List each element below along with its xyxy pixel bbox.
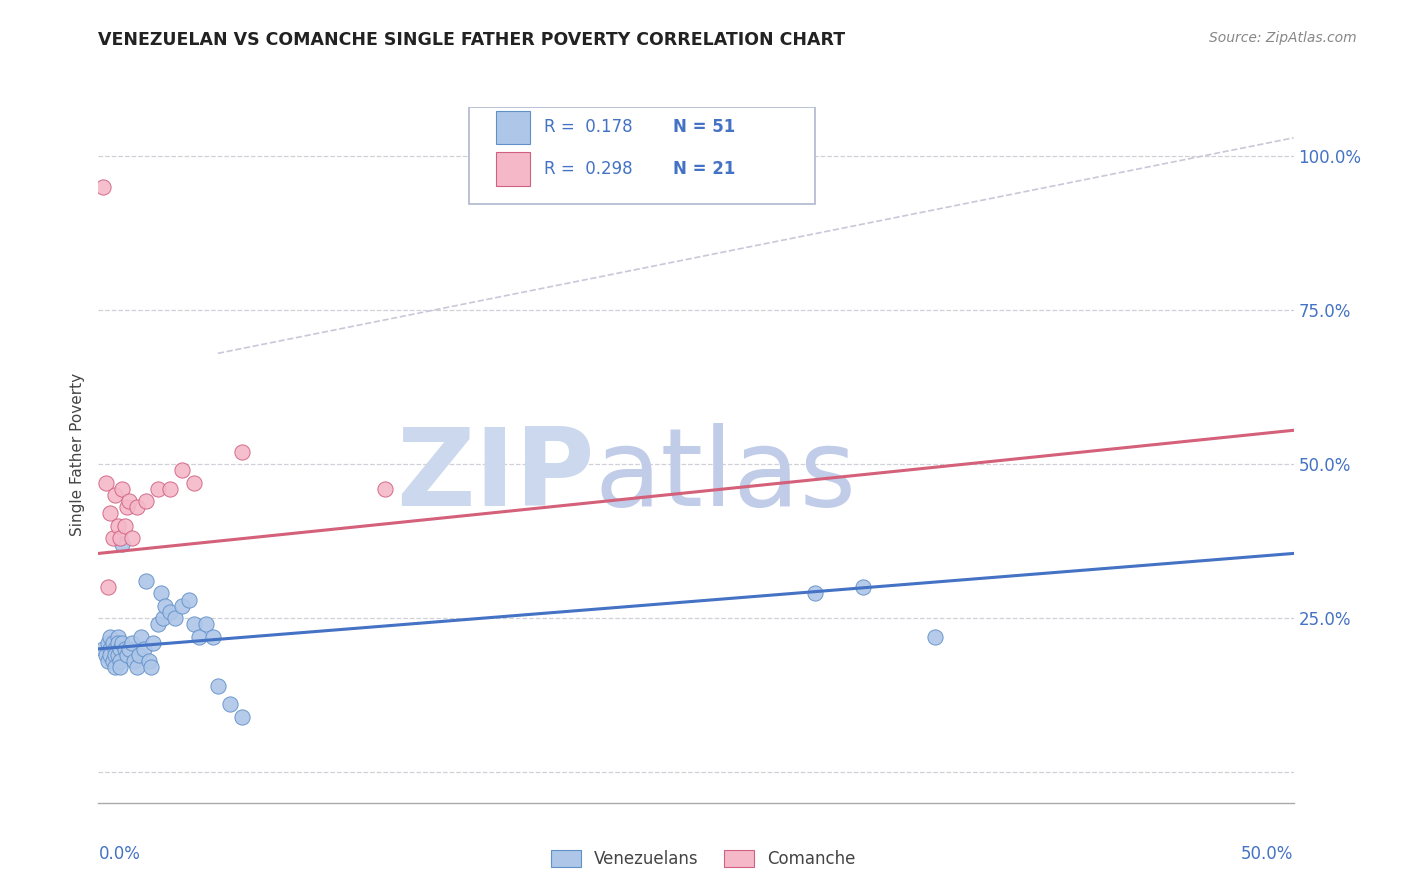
Point xyxy=(187,630,209,644)
Point xyxy=(149,586,172,600)
Point xyxy=(124,654,146,668)
Bar xyxy=(496,111,530,144)
Point xyxy=(374,482,396,496)
Point xyxy=(97,636,120,650)
Text: 50.0%: 50.0% xyxy=(1241,845,1294,863)
Point xyxy=(101,531,124,545)
Point xyxy=(163,611,186,625)
Point xyxy=(159,605,181,619)
Text: R =  0.178: R = 0.178 xyxy=(544,119,633,136)
Point xyxy=(107,518,129,533)
Point xyxy=(142,636,165,650)
Point xyxy=(852,580,875,594)
Point xyxy=(104,648,127,662)
Point xyxy=(121,636,143,650)
Point xyxy=(115,648,138,662)
Point xyxy=(108,641,131,656)
Point xyxy=(121,531,143,545)
Point xyxy=(183,475,205,490)
Point xyxy=(183,617,205,632)
Text: Source: ZipAtlas.com: Source: ZipAtlas.com xyxy=(1209,31,1357,45)
Point xyxy=(104,641,127,656)
Point xyxy=(98,648,122,662)
Point xyxy=(111,482,134,496)
Point xyxy=(94,648,117,662)
Point xyxy=(159,482,181,496)
Point xyxy=(101,636,124,650)
Text: ZIP: ZIP xyxy=(396,423,595,529)
Point xyxy=(179,592,201,607)
Point xyxy=(104,660,127,674)
Point xyxy=(98,630,122,644)
Point xyxy=(924,630,946,644)
Point xyxy=(219,698,242,712)
Text: N = 51: N = 51 xyxy=(673,119,735,136)
Text: R =  0.298: R = 0.298 xyxy=(544,160,633,178)
Point xyxy=(172,463,194,477)
Point xyxy=(108,660,131,674)
Point xyxy=(114,518,136,533)
Point xyxy=(128,648,150,662)
Point xyxy=(207,679,229,693)
Point xyxy=(97,654,120,668)
Point xyxy=(118,641,141,656)
Text: 0.0%: 0.0% xyxy=(98,845,141,863)
Point xyxy=(148,617,170,632)
Point xyxy=(104,488,127,502)
Point xyxy=(125,500,148,515)
Point xyxy=(231,445,253,459)
Point xyxy=(135,574,157,589)
Point xyxy=(91,180,114,194)
Point xyxy=(98,641,122,656)
Point xyxy=(118,494,141,508)
Point xyxy=(132,641,155,656)
Bar xyxy=(496,153,530,186)
Point xyxy=(131,630,153,644)
Point xyxy=(107,636,129,650)
Point xyxy=(97,580,120,594)
Point xyxy=(138,654,160,668)
Point xyxy=(107,648,129,662)
Point xyxy=(231,709,253,723)
Point xyxy=(94,475,117,490)
Point xyxy=(804,586,827,600)
Point xyxy=(107,630,129,644)
Text: VENEZUELAN VS COMANCHE SINGLE FATHER POVERTY CORRELATION CHART: VENEZUELAN VS COMANCHE SINGLE FATHER POV… xyxy=(98,31,845,49)
FancyBboxPatch shape xyxy=(470,107,815,204)
Point xyxy=(135,494,157,508)
Point xyxy=(111,537,134,551)
Legend: Venezuelans, Comanche: Venezuelans, Comanche xyxy=(544,843,862,875)
Point xyxy=(152,611,174,625)
Point xyxy=(108,654,131,668)
Point xyxy=(114,641,136,656)
Point xyxy=(202,630,225,644)
Point xyxy=(91,641,114,656)
Point xyxy=(108,531,131,545)
Point xyxy=(194,617,218,632)
Point xyxy=(98,507,122,521)
Point xyxy=(148,482,170,496)
Point xyxy=(155,599,177,613)
Point xyxy=(125,660,148,674)
Text: atlas: atlas xyxy=(595,423,856,529)
Text: N = 21: N = 21 xyxy=(673,160,735,178)
Y-axis label: Single Father Poverty: Single Father Poverty xyxy=(70,374,86,536)
Point xyxy=(111,636,134,650)
Point xyxy=(115,500,138,515)
Point xyxy=(139,660,162,674)
Point xyxy=(101,654,124,668)
Point xyxy=(172,599,194,613)
